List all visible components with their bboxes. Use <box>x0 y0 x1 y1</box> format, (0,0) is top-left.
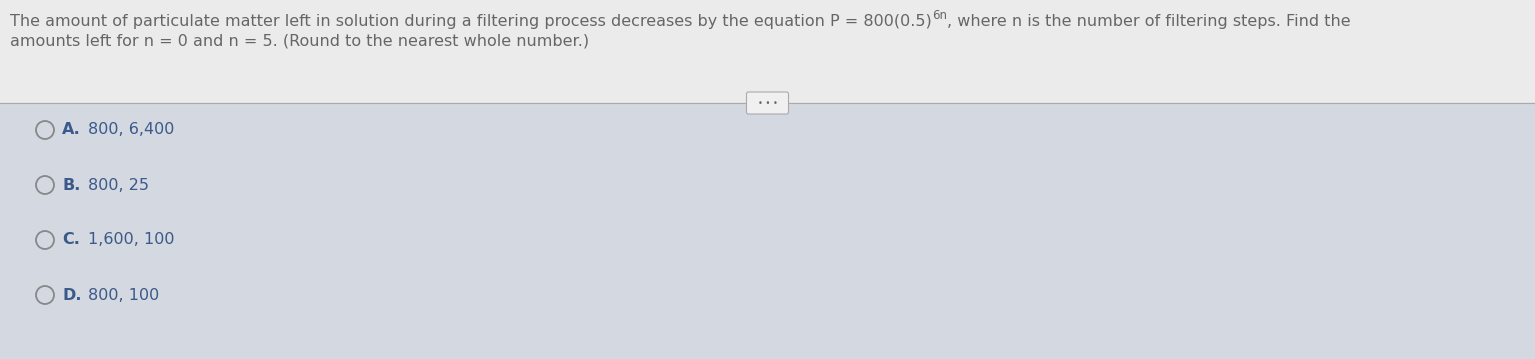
Text: B.: B. <box>61 177 80 192</box>
Text: 800, 6,400: 800, 6,400 <box>87 122 175 137</box>
Bar <box>0 0 1535 103</box>
Text: 1,600, 100: 1,600, 100 <box>87 233 175 247</box>
Text: A.: A. <box>61 122 81 137</box>
Text: C.: C. <box>61 233 80 247</box>
Text: • • •: • • • <box>758 98 777 107</box>
Text: 6n: 6n <box>932 9 947 22</box>
Text: 800, 100: 800, 100 <box>87 288 160 303</box>
Text: amounts left for n = 0 and n = 5. (Round to the nearest whole number.): amounts left for n = 0 and n = 5. (Round… <box>11 34 589 49</box>
Text: D.: D. <box>61 288 81 303</box>
Text: 800, 25: 800, 25 <box>87 177 149 192</box>
Text: The amount of particulate matter left in solution during a filtering process dec: The amount of particulate matter left in… <box>11 14 932 29</box>
Text: , where n is the number of filtering steps. Find the: , where n is the number of filtering ste… <box>947 14 1351 29</box>
Bar <box>0 103 1535 359</box>
FancyBboxPatch shape <box>746 92 789 114</box>
